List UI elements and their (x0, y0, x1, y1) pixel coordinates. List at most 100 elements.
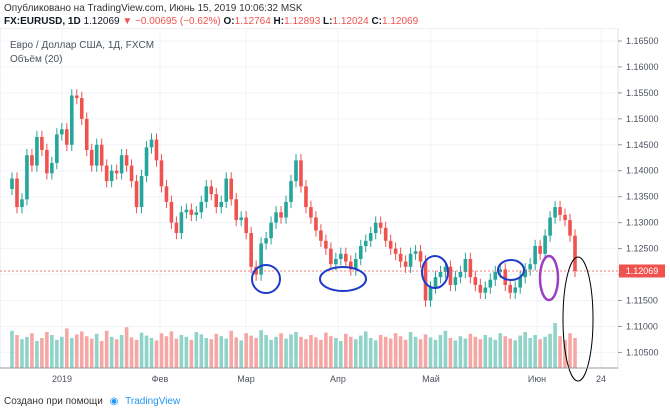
candle (224, 172, 229, 209)
candle-body (334, 258, 338, 265)
volume-bar (533, 335, 537, 368)
candle-body (453, 277, 458, 285)
candle (179, 206, 184, 240)
volume-bar (89, 338, 94, 368)
volume-bar (363, 331, 368, 368)
candle-body (104, 165, 109, 182)
candle-body (109, 170, 114, 182)
candle (279, 206, 283, 224)
y-tick-label-5: 1.14000 (626, 166, 659, 176)
volume-bar (553, 323, 557, 368)
candle (20, 193, 24, 214)
candle (169, 195, 174, 229)
candle-body (224, 178, 229, 202)
candle-body (403, 261, 408, 267)
volume-bar (408, 332, 413, 368)
candle (209, 180, 214, 201)
volume-bar (99, 341, 104, 368)
candle (299, 154, 303, 193)
legend-volume: Объём (20) (10, 53, 62, 65)
candle-body (174, 222, 179, 234)
price-chart[interactable]: 1.16500 1.16000 1.15500 1.15000 1.14500 1.140… (0, 27, 670, 393)
candle (65, 122, 69, 152)
candle (149, 133, 154, 154)
candle-body (383, 227, 388, 241)
candle (428, 281, 433, 307)
candle (74, 89, 79, 105)
volume-bar (473, 336, 478, 368)
candle-body (244, 217, 248, 234)
volume-bar (413, 336, 418, 368)
x-tick-label-0: 2019 (52, 374, 72, 384)
candle (339, 247, 343, 266)
footer-caption: Создано при помощи (4, 396, 103, 407)
volume-bar (309, 335, 313, 368)
candle-body (164, 186, 169, 202)
volume-bar (234, 337, 239, 368)
chart-frame[interactable]: 1.16500 1.16000 1.15500 1.15000 1.14500 1.140… (0, 27, 670, 393)
candle (234, 193, 239, 227)
y-tick-label-10: 1.11500 (626, 296, 658, 306)
candle-body (274, 212, 278, 223)
candle (418, 244, 423, 268)
candle-body (463, 258, 468, 272)
candle (129, 159, 134, 188)
candle (184, 203, 189, 219)
candle (344, 247, 348, 268)
candle-body (538, 246, 542, 254)
candle-body (523, 269, 527, 278)
volume-bar (468, 333, 473, 368)
legend-title: Евро / Доллар США, 1Д, FXCM (10, 40, 154, 51)
volume-bar (224, 338, 229, 368)
candle (568, 213, 572, 242)
candle (50, 156, 54, 180)
volume-bar (199, 334, 204, 368)
volume-bar (523, 332, 527, 368)
volume-bar (418, 339, 423, 368)
candle-body (234, 199, 239, 221)
candle (478, 278, 483, 299)
candle (463, 252, 468, 279)
candle-body (269, 222, 273, 239)
candle-body (358, 246, 363, 259)
candle (124, 148, 129, 172)
candle-body (428, 287, 433, 301)
volume-bar (65, 328, 69, 368)
candle-body (548, 217, 552, 236)
down-triangle-icon: ▼ (122, 16, 133, 27)
volume-bar (94, 333, 99, 368)
candle-body (373, 222, 378, 234)
candle (473, 270, 478, 292)
candle-body (249, 233, 253, 267)
volume-bar (69, 338, 74, 368)
candle (383, 221, 388, 248)
volume-bar (114, 339, 119, 368)
volume-bar (478, 339, 483, 368)
x-tick-label-5: Июн (528, 374, 546, 384)
volume-bar (498, 333, 503, 368)
volume-bar (184, 336, 189, 368)
candle (144, 141, 149, 183)
candle (513, 281, 518, 299)
volume-bar (219, 336, 224, 368)
volume-bar (329, 336, 333, 368)
volume-bar (483, 335, 488, 368)
close-value: 1.12069 (382, 16, 419, 27)
candle (79, 91, 84, 126)
plot-area[interactable] (0, 27, 619, 369)
candle (189, 203, 194, 222)
candle (563, 208, 567, 227)
y-tick-label-12: 1.10500 (626, 347, 659, 357)
candle (45, 143, 49, 180)
volume-bar (304, 339, 308, 368)
candle-body (388, 240, 393, 249)
candle-body (279, 212, 283, 218)
y-axis: 1.16500 1.16000 1.15500 1.15000 1.14500 1.140… (618, 36, 659, 357)
candle-body (194, 212, 199, 215)
volume-bar (403, 339, 408, 368)
volume-bar (55, 339, 59, 368)
candle-body (309, 207, 313, 218)
volume-bar (518, 335, 522, 368)
candle (438, 265, 443, 284)
volume-bar (239, 340, 243, 368)
